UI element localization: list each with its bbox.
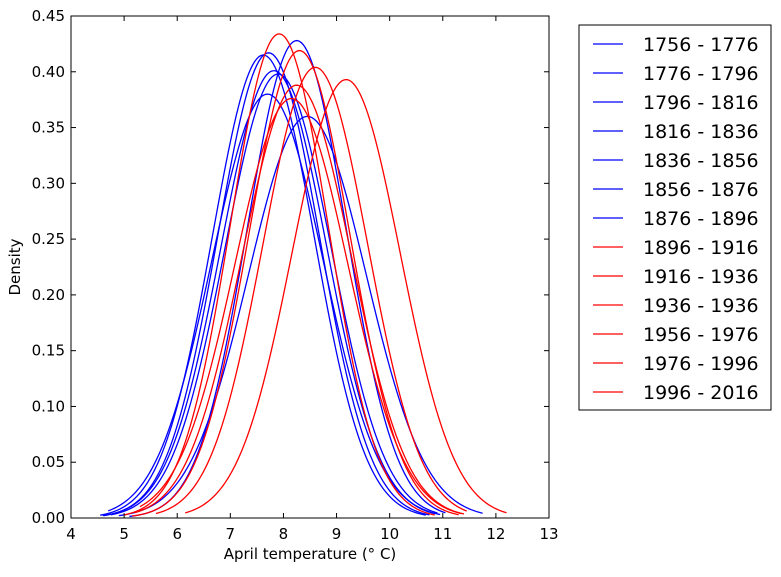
y-tick-label-0: 0.00 (32, 509, 65, 527)
y-tick-label-5: 0.25 (32, 230, 65, 248)
legend-label-10: 1956 - 1976 (643, 324, 759, 346)
density-curves (100, 33, 507, 518)
x-tick-label-3: 7 (226, 525, 236, 543)
legend-label-12: 1996 - 2016 (643, 382, 759, 404)
x-tick-label-1: 5 (119, 525, 129, 543)
legend-label-3: 1816 - 1836 (643, 121, 759, 143)
x-axis-label: April temperature (° C) (224, 545, 397, 563)
series-line-12 (185, 78, 507, 514)
legend-label-6: 1876 - 1896 (643, 208, 759, 230)
y-tick-label-8: 0.40 (32, 63, 65, 81)
x-tick-label-4: 8 (279, 525, 289, 543)
legend-label-0: 1756 - 1776 (643, 34, 759, 56)
x-tick-label-0: 4 (66, 525, 76, 543)
series-line-3 (107, 93, 441, 516)
series-line-6 (110, 73, 438, 516)
x-tick-label-8: 12 (486, 525, 505, 543)
legend-label-5: 1856 - 1876 (643, 179, 759, 201)
legend-label-2: 1796 - 1816 (643, 92, 759, 114)
y-tick-label-4: 0.20 (32, 286, 65, 304)
series-line-2 (102, 70, 435, 517)
legend: 1756 - 1776 1776 - 1796 1796 - 1816 1816 - … (578, 24, 772, 411)
plot-frame (70, 15, 550, 519)
y-axis-label: Density (6, 238, 24, 295)
y-tick-label-2: 0.10 (32, 397, 65, 415)
legend-label-9: 1936 - 1936 (643, 295, 759, 317)
y-tick-label-7: 0.35 (32, 119, 65, 137)
legend-label-11: 1976 - 1996 (643, 353, 759, 375)
y-tick-label-9: 0.45 (32, 7, 65, 25)
y-tick-label-6: 0.30 (32, 174, 65, 192)
series-line-1 (103, 52, 430, 517)
legend-label-8: 1916 - 1936 (643, 266, 759, 288)
series-line-11 (155, 66, 467, 515)
x-tick-label-5: 9 (332, 525, 342, 543)
series-line-0 (100, 54, 426, 516)
legend-label-4: 1836 - 1856 (643, 150, 759, 172)
series-line-9 (134, 84, 465, 515)
series-line-5 (118, 115, 483, 517)
x-tick-label-6: 10 (380, 525, 399, 543)
x-tick-label-7: 11 (433, 525, 452, 543)
legend-label-1: 1776 - 1796 (643, 63, 759, 85)
x-tick-label-2: 6 (172, 525, 182, 543)
axis-ticks: 4 5 6 7 8 9 10 11 12 13 0.00 0.05 0.10 0.15 0.20 0.25 0.… (32, 7, 559, 543)
x-tick-label-9: 13 (539, 525, 558, 543)
series-line-8 (131, 49, 459, 517)
y-tick-label-3: 0.15 (32, 342, 65, 360)
y-tick-label-1: 0.05 (32, 453, 65, 471)
series-line-10 (139, 97, 462, 515)
legend-label-7: 1896 - 1916 (643, 237, 759, 259)
